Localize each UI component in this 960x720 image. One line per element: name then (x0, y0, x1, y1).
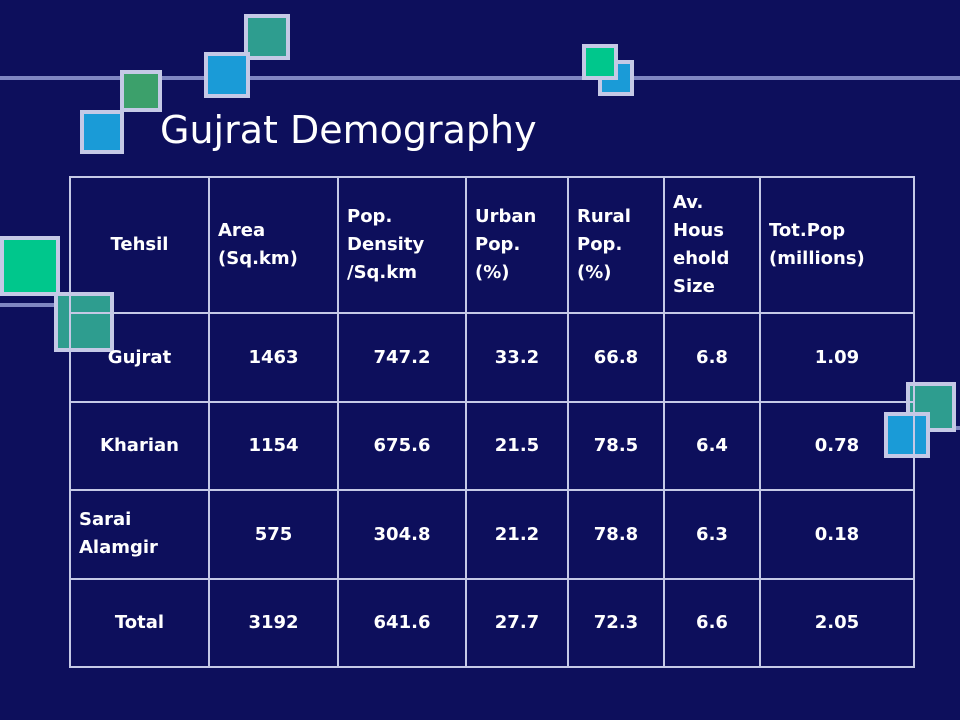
cell-tehsil: Total (69, 577, 210, 668)
cell-tehsil: Sarai Alamgir (69, 489, 210, 580)
decor-square (120, 70, 162, 112)
decor-line-right (600, 76, 960, 80)
cell-tehsil: Kharian (69, 400, 210, 491)
cell-total-pop: 0.78 (759, 400, 915, 491)
table-row: Gujrat 1463 747.2 33.2 66.8 6.8 1.09 (69, 312, 915, 403)
table-header-row: Tehsil Area (Sq.km) Pop. Density/Sq.km Urb… (69, 176, 915, 314)
cell-rural: 78.8 (567, 489, 665, 580)
cell-rural: 78.5 (567, 400, 665, 491)
cell-density: 304.8 (337, 489, 467, 580)
cell-urban: 21.5 (465, 400, 569, 491)
cell-tehsil: Gujrat (69, 312, 210, 403)
decor-square (244, 14, 290, 60)
header-household: Av. Hous ehold Size (663, 176, 761, 314)
cell-area: 575 (208, 489, 339, 580)
cell-density: 641.6 (337, 577, 467, 668)
header-tehsil: Tehsil (69, 176, 210, 314)
cell-household: 6.4 (663, 400, 761, 491)
cell-household: 6.8 (663, 312, 761, 403)
table-row: Kharian 1154 675.6 21.5 78.5 6.4 0.78 (69, 400, 915, 491)
cell-rural: 66.8 (567, 312, 665, 403)
cell-rural: 72.3 (567, 577, 665, 668)
decor-square (0, 236, 60, 296)
cell-density: 747.2 (337, 312, 467, 403)
decor-line-left (0, 303, 70, 307)
cell-area: 1463 (208, 312, 339, 403)
decor-square (204, 52, 250, 98)
header-area: Area (Sq.km) (208, 176, 339, 314)
header-urban: Urban Pop. (%) (465, 176, 569, 314)
table-row: Sarai Alamgir 575 304.8 21.2 78.8 6.3 0.1… (69, 489, 915, 580)
header-total-pop: Tot.Pop (millions) (759, 176, 915, 314)
cell-total-pop: 0.18 (759, 489, 915, 580)
decor-square (80, 110, 124, 154)
page-title: Gujrat Demography (160, 108, 537, 152)
cell-area: 1154 (208, 400, 339, 491)
cell-total-pop: 1.09 (759, 312, 915, 403)
cell-urban: 27.7 (465, 577, 569, 668)
cell-total-pop: 2.05 (759, 577, 915, 668)
decor-line-top (0, 76, 600, 80)
cell-household: 6.6 (663, 577, 761, 668)
decor-square (582, 44, 618, 80)
table-row: Total 3192 641.6 27.7 72.3 6.6 2.05 (69, 577, 915, 668)
cell-area: 3192 (208, 577, 339, 668)
cell-urban: 21.2 (465, 489, 569, 580)
header-density: Pop. Density/Sq.km (337, 176, 467, 314)
cell-density: 675.6 (337, 400, 467, 491)
cell-urban: 33.2 (465, 312, 569, 403)
header-rural: Rural Pop. (%) (567, 176, 665, 314)
demography-table: Tehsil Area (Sq.km) Pop. Density/Sq.km Urb… (69, 176, 915, 668)
cell-household: 6.3 (663, 489, 761, 580)
